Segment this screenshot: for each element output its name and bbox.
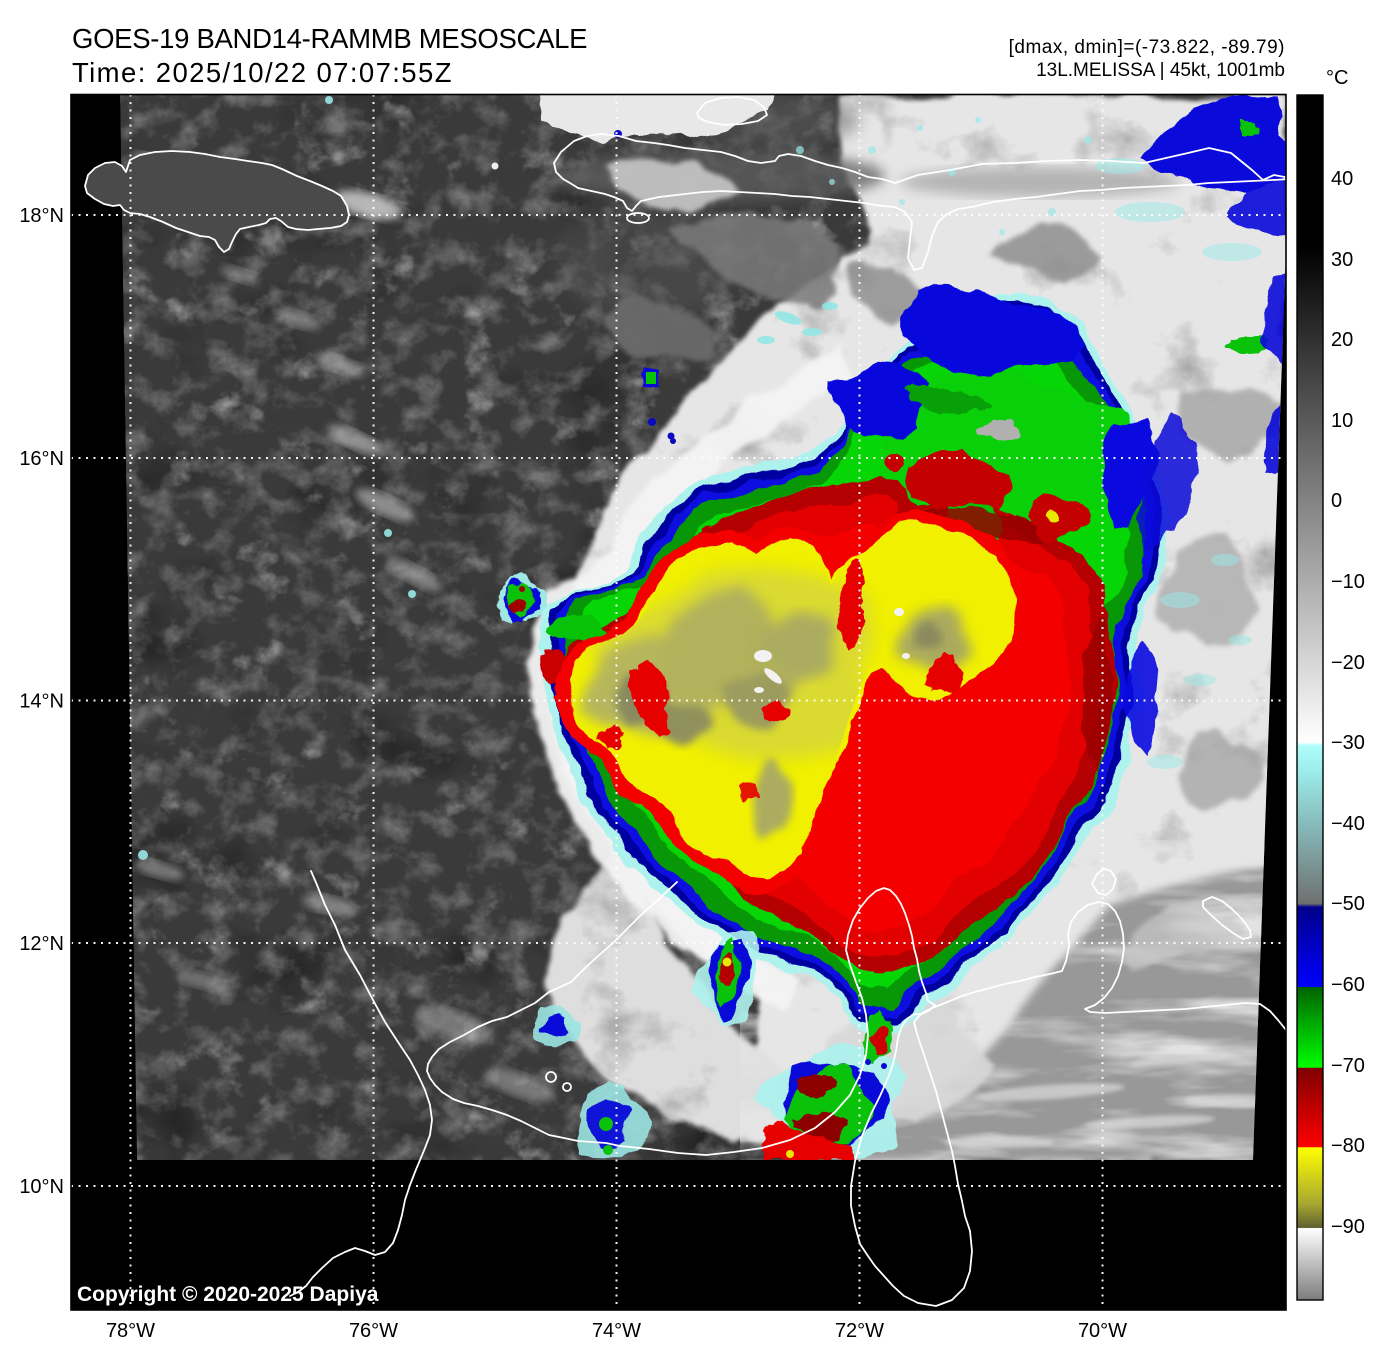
svg-text:−20: −20: [1331, 652, 1365, 674]
svg-text:74°W: 74°W: [592, 1320, 641, 1342]
svg-text:10°N: 10°N: [19, 1176, 64, 1198]
svg-text:°C: °C: [1326, 67, 1348, 89]
svg-text:−80: −80: [1331, 1135, 1365, 1157]
svg-text:−30: −30: [1331, 732, 1365, 754]
svg-text:0: 0: [1331, 490, 1342, 512]
svg-text:10: 10: [1331, 410, 1353, 432]
svg-text:−10: −10: [1331, 571, 1365, 593]
svg-text:18°N: 18°N: [19, 205, 64, 227]
svg-text:GOES-19 BAND14-RAMMB MESOSCALE: GOES-19 BAND14-RAMMB MESOSCALE: [72, 23, 587, 54]
svg-text:13L.MELISSA | 45kt, 1001mb: 13L.MELISSA | 45kt, 1001mb: [1036, 60, 1285, 81]
svg-text:−50: −50: [1331, 893, 1365, 915]
svg-text:−60: −60: [1331, 974, 1365, 996]
svg-text:40: 40: [1331, 168, 1353, 190]
svg-text:70°W: 70°W: [1078, 1320, 1127, 1342]
svg-text:[dmax, dmin]=(-73.822, -89.79): [dmax, dmin]=(-73.822, -89.79): [1009, 37, 1285, 58]
svg-text:−90: −90: [1331, 1216, 1365, 1238]
svg-text:−40: −40: [1331, 813, 1365, 835]
svg-text:16°N: 16°N: [19, 448, 64, 470]
svg-text:−70: −70: [1331, 1055, 1365, 1077]
svg-text:Time: 2025/10/22 07:07:55Z: Time: 2025/10/22 07:07:55Z: [72, 57, 453, 88]
svg-text:72°W: 72°W: [835, 1320, 884, 1342]
svg-text:78°W: 78°W: [106, 1320, 155, 1342]
svg-text:14°N: 14°N: [19, 691, 64, 713]
svg-text:76°W: 76°W: [349, 1320, 398, 1342]
svg-text:20: 20: [1331, 329, 1353, 351]
svg-text:30: 30: [1331, 249, 1353, 271]
svg-text:12°N: 12°N: [19, 933, 64, 955]
svg-text:Copyright © 2020-2025 Dapiya: Copyright © 2020-2025 Dapiya: [77, 1283, 379, 1306]
